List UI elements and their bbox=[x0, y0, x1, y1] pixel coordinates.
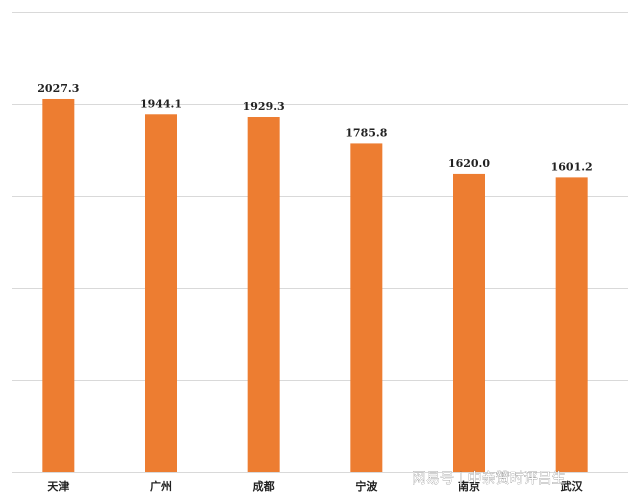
data-label: 2027.3 bbox=[37, 82, 79, 95]
x-tick-label: 南京 bbox=[458, 479, 480, 493]
grid-lines bbox=[12, 12, 628, 473]
x-axis-tick-labels: 天津 广州 成都 宁波 南京 武汉 bbox=[47, 479, 583, 493]
data-label: 1601.2 bbox=[551, 160, 593, 173]
x-tick-label: 广州 bbox=[150, 479, 172, 493]
x-tick-label: 成都 bbox=[253, 479, 275, 493]
value-labels: 2027.3 1944.1 1929.3 1785.8 1620.0 1601.2 bbox=[37, 82, 592, 173]
bar bbox=[247, 117, 280, 473]
bar bbox=[145, 114, 177, 473]
bar bbox=[453, 173, 485, 473]
bar bbox=[555, 177, 588, 472]
x-tick-label: 天津 bbox=[47, 479, 69, 493]
data-label: 1944.1 bbox=[140, 97, 182, 110]
x-tick-label: 武汉 bbox=[561, 479, 584, 493]
bars bbox=[42, 98, 588, 473]
data-label: 1785.8 bbox=[345, 126, 387, 139]
data-label: 1929.3 bbox=[243, 100, 285, 113]
bar bbox=[350, 143, 383, 473]
x-tick-label: 宁波 bbox=[355, 479, 378, 493]
bar bbox=[42, 98, 75, 472]
watermark-text: 网易号 | 中亲赞时评吕生 bbox=[412, 471, 566, 487]
data-label: 1620.0 bbox=[448, 157, 490, 170]
